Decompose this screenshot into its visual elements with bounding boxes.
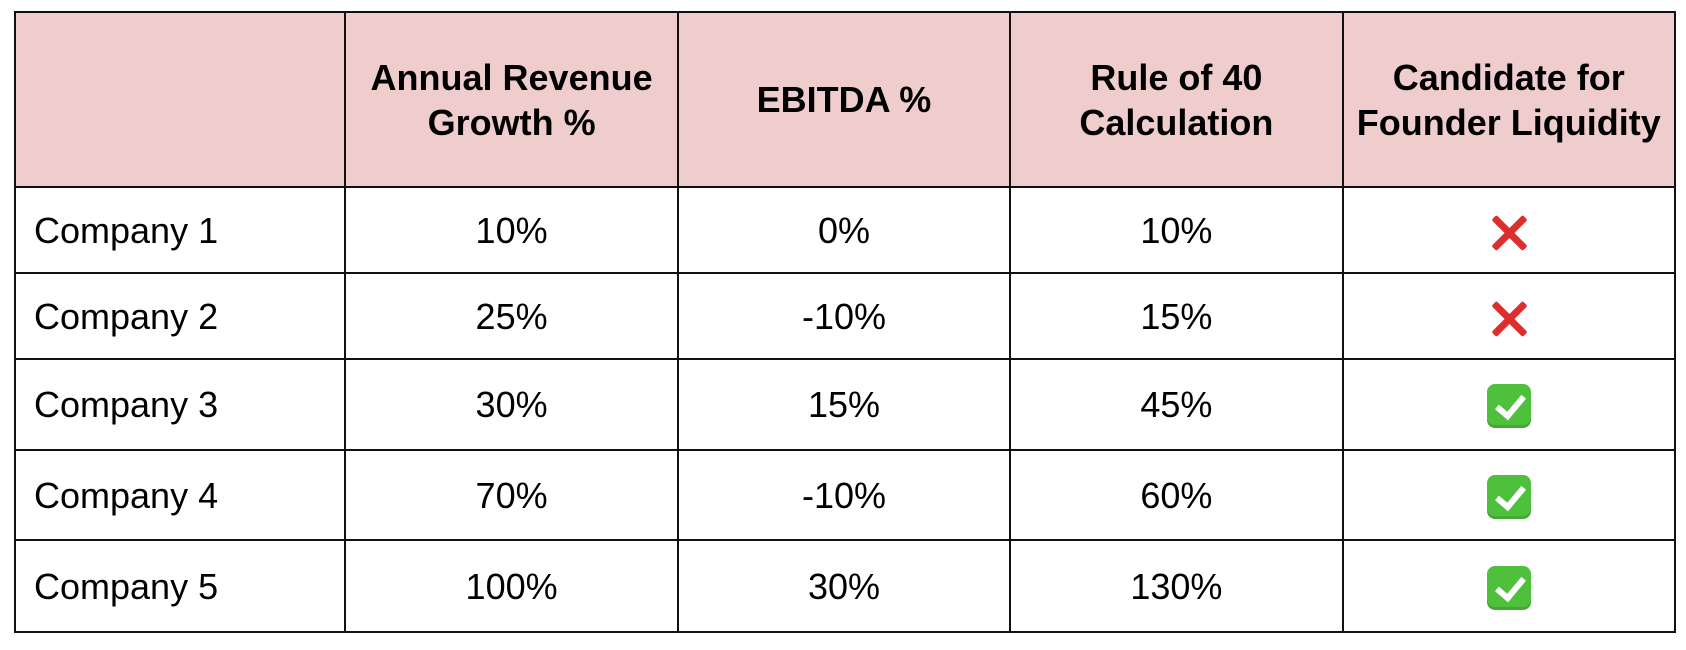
rule-of-40-cell: 15% <box>1009 272 1344 360</box>
candidate-cell <box>1341 272 1677 360</box>
table-row: Company 4 70% -10% 60% <box>13 449 1677 541</box>
candidate-cell <box>1341 449 1677 541</box>
revenue-growth-cell: 70% <box>344 449 679 541</box>
header-empty-cell <box>13 11 347 188</box>
revenue-growth-cell: 100% <box>344 539 679 633</box>
cross-mark-icon <box>1489 299 1529 339</box>
header-row: Annual Revenue Growth % EBITDA % Rule of… <box>13 11 1677 188</box>
ebitda-cell: -10% <box>676 272 1012 360</box>
header-candidate-founder-liquidity: Candidate for Founder Liquidity <box>1341 11 1677 188</box>
table-row: Company 2 25% -10% 15% <box>13 272 1677 360</box>
table-row: Company 3 30% 15% 45% <box>13 358 1677 451</box>
revenue-growth-cell: 25% <box>344 272 679 360</box>
rule-of-40-cell: 10% <box>1009 186 1344 274</box>
candidate-cell <box>1341 358 1677 451</box>
revenue-growth-cell: 30% <box>344 358 679 451</box>
company-name-cell: Company 1 <box>13 186 347 274</box>
candidate-cell <box>1341 539 1677 633</box>
header-rule-of-40: Rule of 40 Calculation <box>1009 11 1344 188</box>
header-annual-revenue-growth: Annual Revenue Growth % <box>344 11 679 188</box>
company-name-cell: Company 3 <box>13 358 347 451</box>
ebitda-cell: 0% <box>676 186 1012 274</box>
check-mark-icon <box>1486 565 1531 610</box>
rule-of-40-cell: 130% <box>1009 539 1344 633</box>
header-ebitda: EBITDA % <box>676 11 1012 188</box>
company-name-cell: Company 5 <box>13 539 347 633</box>
rule-of-40-cell: 45% <box>1009 358 1344 451</box>
cross-mark-icon <box>1489 213 1529 253</box>
check-mark-icon <box>1486 384 1531 429</box>
company-name-cell: Company 4 <box>13 449 347 541</box>
rule-of-40-table: Annual Revenue Growth % EBITDA % Rule of… <box>13 11 1677 633</box>
revenue-growth-cell: 10% <box>344 186 679 274</box>
check-mark-icon <box>1486 474 1531 519</box>
table-row: Company 5 100% 30% 130% <box>13 539 1677 633</box>
ebitda-cell: -10% <box>676 449 1012 541</box>
rule-of-40-cell: 60% <box>1009 449 1344 541</box>
company-name-cell: Company 2 <box>13 272 347 360</box>
table-row: Company 1 10% 0% 10% <box>13 186 1677 274</box>
ebitda-cell: 15% <box>676 358 1012 451</box>
ebitda-cell: 30% <box>676 539 1012 633</box>
candidate-cell <box>1341 186 1677 274</box>
